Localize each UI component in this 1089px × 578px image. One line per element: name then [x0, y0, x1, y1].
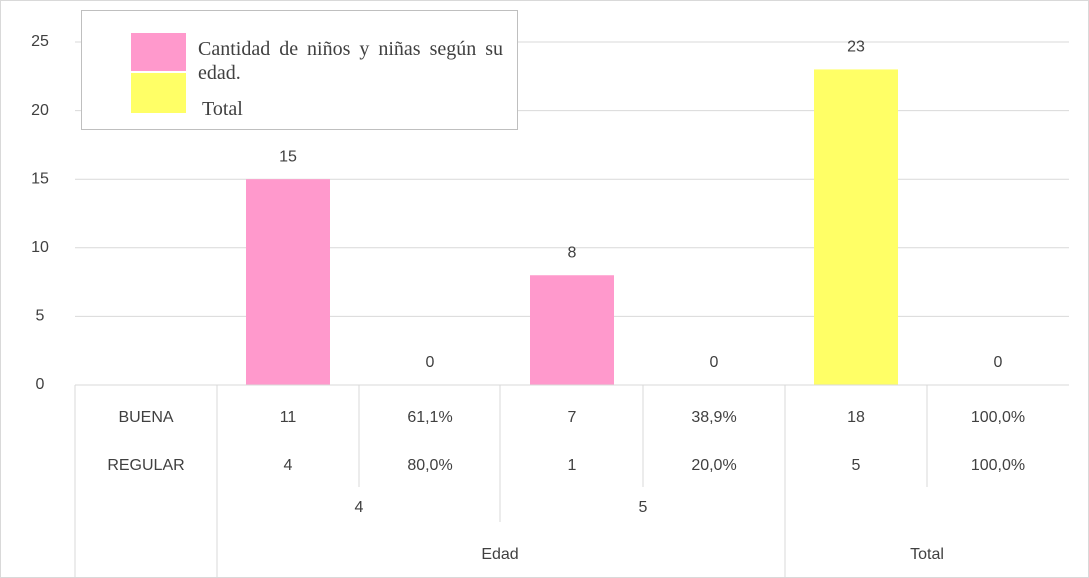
- bar: [246, 179, 330, 385]
- table-cell: 1: [568, 457, 577, 474]
- bar: [814, 69, 898, 385]
- data-label: 0: [994, 354, 1003, 371]
- table-cell: 80,0%: [407, 457, 452, 474]
- legend-label: Cantidad de niños y niñas según su edad.: [198, 38, 503, 84]
- category-label: Edad: [481, 546, 518, 563]
- y-tick-label: 20: [31, 102, 49, 119]
- y-tick-label: 15: [31, 170, 49, 187]
- data-label: 0: [710, 354, 719, 371]
- table-cell: 11: [280, 409, 297, 426]
- y-tick-label: 10: [31, 239, 49, 256]
- legend: Cantidad de niños y niñas según su edad.…: [81, 10, 518, 130]
- table-cell: 38,9%: [691, 409, 736, 426]
- y-tick-label: 5: [36, 308, 45, 325]
- table-cell: 7: [568, 409, 577, 426]
- table-cell: 5: [852, 457, 861, 474]
- data-label: 15: [279, 148, 297, 165]
- category-label: 5: [639, 499, 648, 516]
- row-header: BUENA: [118, 409, 173, 426]
- table-cell: 61,1%: [407, 409, 452, 426]
- legend-label: Total: [202, 98, 243, 120]
- category-label: Total: [910, 546, 944, 563]
- data-label: 23: [847, 39, 865, 56]
- legend-swatch: [131, 33, 186, 71]
- data-label: 0: [426, 354, 435, 371]
- data-label: 8: [568, 244, 577, 261]
- table-cell: 4: [284, 457, 293, 474]
- bar: [530, 275, 614, 385]
- table-cell: 100,0%: [971, 457, 1025, 474]
- y-tick-label: 25: [31, 33, 49, 50]
- table-cell: 18: [847, 409, 865, 426]
- legend-swatch: [131, 73, 186, 113]
- category-label: 4: [355, 499, 364, 516]
- row-header: REGULAR: [107, 457, 184, 474]
- y-tick-label: 0: [36, 376, 45, 393]
- table-cell: 20,0%: [691, 457, 736, 474]
- table-cell: 100,0%: [971, 409, 1025, 426]
